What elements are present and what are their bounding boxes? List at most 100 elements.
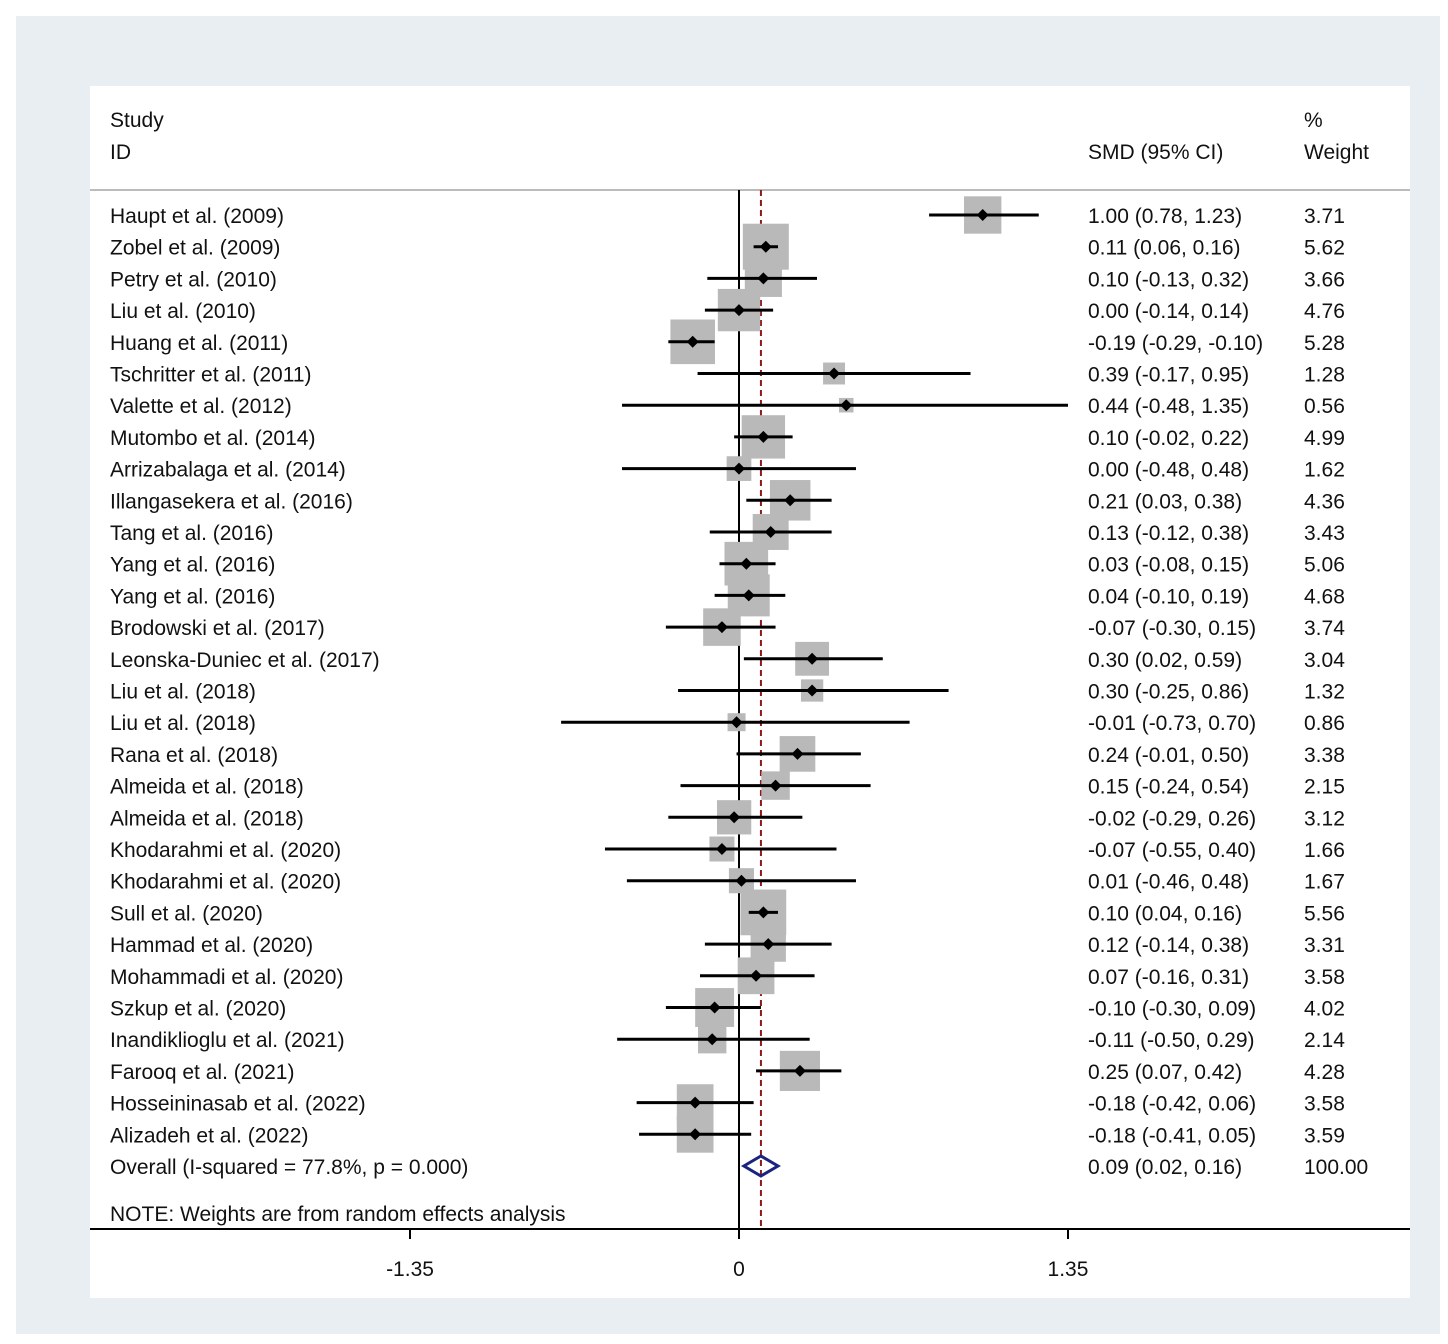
study-name: Khodarahmi et al. (2020) [110, 871, 341, 894]
header-study: Study [110, 109, 164, 132]
study-ci: -0.02 (-0.29, 0.26) [1088, 807, 1256, 830]
overall-ci: 0.09 (0.02, 0.16) [1088, 1156, 1242, 1179]
study-name: Zobel et al. (2009) [110, 237, 280, 260]
point-estimate [742, 589, 755, 602]
x-tick-label: -1.35 [386, 1258, 434, 1281]
study-row: Alizadeh et al. (2022) -0.18 (-0.41, 0.05… [110, 1115, 1345, 1153]
study-weight: 4.99 [1304, 427, 1345, 450]
study-ci: 0.44 (-0.48, 1.35) [1088, 395, 1249, 418]
study-row: Mutombo et al. (2014) 0.10 (-0.02, 0.22) 4… [110, 415, 1345, 459]
point-estimate [793, 1064, 806, 1077]
point-estimate [791, 747, 804, 760]
study-name: Liu et al. (2010) [110, 300, 256, 323]
study-ci: -0.07 (-0.55, 0.40) [1088, 839, 1256, 862]
study-name: Mutombo et al. (2014) [110, 427, 315, 450]
study-row: Liu et al. (2018) -0.01 (-0.73, 0.70) 0.86 [110, 712, 1345, 735]
study-row: Farooq et al. (2021) 0.25 (0.07, 0.42) 4.2… [110, 1050, 1345, 1091]
point-estimate [735, 874, 748, 887]
study-ci: 0.21 (0.03, 0.38) [1088, 490, 1242, 513]
point-estimate [762, 938, 775, 951]
point-estimate [733, 462, 745, 475]
study-name: Leonska-Duniec et al. (2017) [110, 649, 380, 672]
study-name: Inandiklioglu et al. (2021) [110, 1029, 345, 1052]
study-name: Petry et al. (2010) [110, 268, 277, 291]
overall-weight: 100.00 [1304, 1156, 1368, 1179]
study-row: Valette et al. (2012) 0.44 (-0.48, 1.35) 0… [110, 395, 1345, 418]
study-weight: 1.28 [1304, 364, 1345, 387]
header-percent: % [1304, 109, 1323, 132]
study-name: Mohammadi et al. (2020) [110, 966, 343, 989]
study-row: Yang et al. (2016) 0.03 (-0.08, 0.15) 5.06 [110, 541, 1345, 586]
study-row: Khodarahmi et al. (2020) -0.07 (-0.55, 0.… [110, 836, 1345, 862]
point-estimate [976, 209, 989, 221]
study-weight: 0.56 [1304, 395, 1345, 418]
study-row: Sull et al. (2020) 0.10 (0.04, 0.16) 5.56 [110, 889, 1345, 936]
overall-label: Overall (I-squared = 77.8%, p = 0.000) [110, 1156, 468, 1179]
study-row: Tang et al. (2016) 0.13 (-0.12, 0.38) 3.43 [110, 514, 1345, 550]
study-ci: 0.03 (-0.08, 0.15) [1088, 554, 1249, 577]
overall-diamond [740, 1154, 781, 1178]
study-weight: 3.43 [1304, 522, 1345, 545]
study-ci: 0.00 (-0.14, 0.14) [1088, 300, 1249, 323]
study-name: Farooq et al. (2021) [110, 1061, 294, 1084]
study-row: Zobel et al. (2009) 0.11 (0.06, 0.16) 5.62 [110, 223, 1345, 270]
point-estimate [769, 779, 782, 792]
study-name: Yang et al. (2016) [110, 554, 275, 577]
point-estimate [686, 335, 699, 348]
study-ci: -0.07 (-0.30, 0.15) [1088, 617, 1256, 640]
point-estimate [728, 811, 741, 824]
study-ci: 0.10 (0.04, 0.16) [1088, 902, 1242, 925]
chart-background: Study ID SMD (95% CI) % Weight Haupt et … [16, 16, 1440, 1334]
point-estimate [750, 969, 763, 982]
study-weight: 5.28 [1304, 332, 1345, 355]
study-name: Yang et al. (2016) [110, 585, 275, 608]
study-row: Liu et al. (2010) 0.00 (-0.14, 0.14) 4.76 [110, 288, 1345, 332]
study-name: Huang et al. (2011) [110, 332, 288, 355]
study-weight: 0.86 [1304, 712, 1345, 735]
point-estimate [708, 1001, 721, 1014]
study-weight: 5.06 [1304, 554, 1345, 577]
study-weight: 5.62 [1304, 237, 1345, 260]
study-name: Illangasekera et al. (2016) [110, 490, 353, 513]
study-ci: 0.07 (-0.16, 0.31) [1088, 966, 1249, 989]
point-estimate [806, 684, 819, 697]
x-tick-label: 0 [733, 1258, 745, 1281]
study-ci: 0.30 (-0.25, 0.86) [1088, 681, 1249, 704]
study-weight: 2.14 [1304, 1029, 1345, 1052]
study-weight: 1.66 [1304, 839, 1345, 862]
study-name: Sull et al. (2020) [110, 902, 263, 925]
study-weight: 3.12 [1304, 807, 1345, 830]
study-row: Liu et al. (2018) 0.30 (-0.25, 0.86) 1.32 [110, 679, 1345, 704]
forest-plot: Study ID SMD (95% CI) % Weight Haupt et … [90, 109, 1410, 1281]
weights-note: NOTE: Weights are from random effects an… [110, 1203, 566, 1226]
study-weight: 3.31 [1304, 934, 1345, 957]
point-estimate [784, 494, 797, 507]
study-name: Valette et al. (2012) [110, 395, 292, 418]
study-weight: 3.04 [1304, 649, 1345, 672]
point-estimate [757, 272, 770, 285]
point-estimate [733, 304, 745, 317]
point-estimate [715, 621, 728, 634]
study-row: Brodowski et al. (2017) -0.07 (-0.30, 0.1… [110, 608, 1345, 646]
study-name: Khodarahmi et al. (2020) [110, 839, 341, 862]
study-weight: 2.15 [1304, 776, 1345, 799]
study-ci: -0.10 (-0.30, 0.09) [1088, 998, 1256, 1021]
study-weight: 5.56 [1304, 902, 1345, 925]
study-weight: 4.28 [1304, 1061, 1345, 1084]
study-weight: 3.71 [1304, 205, 1345, 228]
study-weight: 4.02 [1304, 998, 1345, 1021]
point-estimate [715, 843, 728, 855]
study-ci: 0.01 (-0.46, 0.48) [1088, 871, 1249, 894]
point-estimate [740, 557, 753, 570]
point-estimate [828, 367, 841, 380]
study-weight: 1.67 [1304, 871, 1345, 894]
study-name: Tschritter et al. (2011) [110, 364, 312, 387]
study-name: Brodowski et al. (2017) [110, 617, 325, 640]
study-weight: 4.68 [1304, 585, 1345, 608]
point-estimate [759, 240, 772, 253]
overall-row: Overall (I-squared = 77.8%, p = 0.000) 0.… [110, 1154, 1368, 1179]
study-ci: 1.00 (0.78, 1.23) [1088, 205, 1242, 228]
point-estimate [730, 716, 743, 729]
study-row: Petry et al. (2010) 0.10 (-0.13, 0.32) 3.6… [110, 259, 1345, 297]
study-row: Hammad et al. (2020) 0.12 (-0.14, 0.38) 3.… [110, 926, 1345, 962]
